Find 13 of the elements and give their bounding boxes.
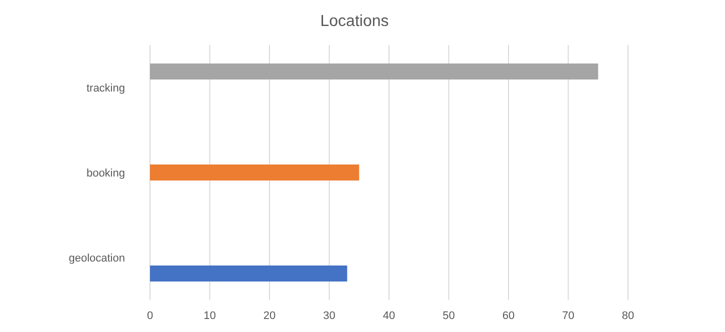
x-tick-label: 60 — [502, 310, 515, 322]
x-tick-label: 50 — [442, 310, 455, 322]
x-tick-label: 40 — [382, 310, 396, 322]
y-tick-label: booking — [86, 168, 125, 180]
x-tick-label: 0 — [146, 310, 154, 322]
y-tick-label: tracking — [86, 82, 125, 94]
y-tick-label: geolocation — [68, 252, 125, 264]
x-tick-label: 70 — [562, 310, 574, 322]
chart-title: Locations — [320, 13, 389, 30]
x-tick-label: 10 — [204, 310, 216, 322]
x-tick-label: 30 — [323, 310, 336, 322]
x-tick-label: 20 — [263, 310, 276, 322]
x-tick-label: 80 — [622, 310, 634, 322]
